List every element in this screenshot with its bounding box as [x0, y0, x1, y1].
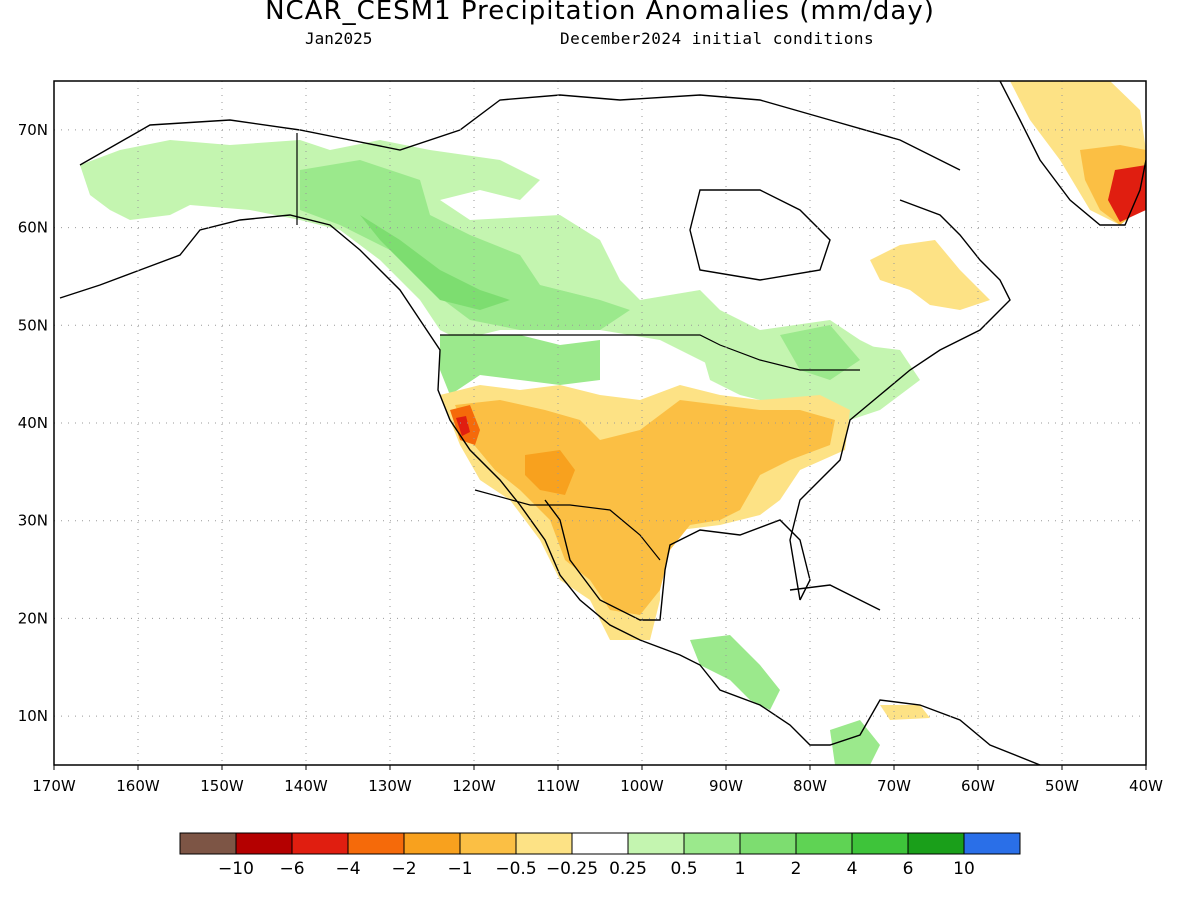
colorbar-swatch: [459, 832, 517, 855]
colorbar-swatch: [739, 832, 797, 855]
coastline-north-america: [59, 214, 1041, 765]
longitude-labels: 170W 160W 150W 140W 130W 120W 110W 100W 90W 80W 70…: [32, 765, 1163, 795]
colorbar: [179, 832, 1021, 855]
dry-anomaly-venezuela: [880, 705, 930, 720]
colorbar-label: −10: [218, 859, 254, 879]
lat-tick-label: 60N: [18, 219, 48, 237]
colorbar-label: −1: [447, 859, 472, 879]
gridlines: [54, 81, 1146, 765]
dry-anomaly-california-core: [456, 416, 470, 436]
coastline-gulf: [544, 499, 811, 621]
lon-tick-label: 120W: [452, 777, 496, 795]
lon-tick-label: 160W: [116, 777, 160, 795]
valid-month-label: Jan2025: [305, 29, 373, 48]
wet-anomaly-northeast-core: [780, 325, 860, 380]
colorbar-swatch: [515, 832, 573, 855]
colorbar-label: −6: [279, 859, 304, 879]
coastlines: [59, 81, 1146, 765]
lon-tick-label: 150W: [200, 777, 244, 795]
border-us-mexico: [474, 489, 661, 561]
dry-anomaly-southwest-core: [455, 400, 835, 615]
colorbar-swatch: [963, 832, 1021, 855]
lat-tick-label: 10N: [18, 707, 48, 725]
lat-tick-label: 40N: [18, 414, 48, 432]
wet-anomaly-central-america: [690, 635, 780, 710]
lon-tick-label: 100W: [620, 777, 664, 795]
colorbar-labels: −10 −6 −4 −2 −1 −0.5 −0.25 0.25 0.5 1 2 4 6 10: [218, 859, 975, 879]
colorbar-label: 2: [791, 859, 802, 879]
lon-tick-label: 110W: [536, 777, 580, 795]
dry-anomaly-labrador: [870, 240, 990, 310]
colorbar-label: 0.25: [609, 859, 647, 879]
coastline-greenland: [999, 81, 1146, 226]
lon-tick-label: 70W: [877, 777, 911, 795]
wet-anomaly-colombia: [830, 720, 880, 765]
colorbar-label: 4: [847, 859, 858, 879]
colorbar-label: −2: [391, 859, 416, 879]
colorbar-swatch: [235, 832, 293, 855]
lon-tick-label: 50W: [1045, 777, 1079, 795]
coastline-east: [789, 199, 1011, 601]
wet-anomaly-pnw: [300, 160, 630, 330]
colorbar-swatch: [907, 832, 965, 855]
dry-anomaly-greenland-max: [1108, 165, 1146, 222]
wet-anomaly-pnw-core: [360, 215, 510, 310]
map-frame: [53, 80, 1147, 766]
colorbar-label: 1: [735, 859, 746, 879]
lon-tick-label: 170W: [32, 777, 76, 795]
chart-title: NCAR_CESM1 Precipitation Anomalies (mm/d…: [265, 0, 935, 26]
colorbar-swatch: [403, 832, 461, 855]
colorbar-swatch: [795, 832, 853, 855]
init-conditions-label: December2024 initial conditions: [560, 29, 875, 48]
lon-tick-label: 80W: [793, 777, 827, 795]
colorbar-swatch: [179, 832, 237, 855]
colorbar-swatch: [627, 832, 685, 855]
colorbar-swatch: [291, 832, 349, 855]
lat-tick-label: 70N: [18, 121, 48, 139]
anomaly-shading: [80, 81, 1146, 765]
border-us-canada: [440, 334, 860, 371]
colorbar-label: 6: [903, 859, 914, 879]
lon-tick-label: 60W: [961, 777, 995, 795]
colorbar-label: −4: [335, 859, 360, 879]
latitude-labels: 70N 60N 50N 40N 30N 20N 10N: [18, 121, 48, 725]
lat-tick-label: 20N: [18, 609, 48, 627]
lon-tick-label: 130W: [368, 777, 412, 795]
lon-tick-label: 140W: [284, 777, 328, 795]
colorbar-swatch: [347, 832, 405, 855]
lon-tick-label: 90W: [709, 777, 743, 795]
lon-tick-label: 40W: [1129, 777, 1163, 795]
colorbar-swatch: [571, 832, 629, 855]
dry-anomaly-arizona: [525, 450, 575, 495]
colorbar-swatch: [683, 832, 741, 855]
coastline-hudson-bay: [689, 189, 831, 281]
coastline-arctic: [79, 94, 961, 171]
coastline-cuba: [789, 584, 881, 611]
lat-tick-label: 30N: [18, 512, 48, 530]
colorbar-label: −0.25: [546, 859, 598, 879]
colorbar-label: 0.5: [670, 859, 697, 879]
colorbar-swatch: [851, 832, 909, 855]
wet-anomaly-west-us: [440, 335, 600, 395]
colorbar-label: 10: [953, 859, 975, 879]
lat-tick-label: 50N: [18, 316, 48, 334]
colorbar-label: −0.5: [495, 859, 536, 879]
